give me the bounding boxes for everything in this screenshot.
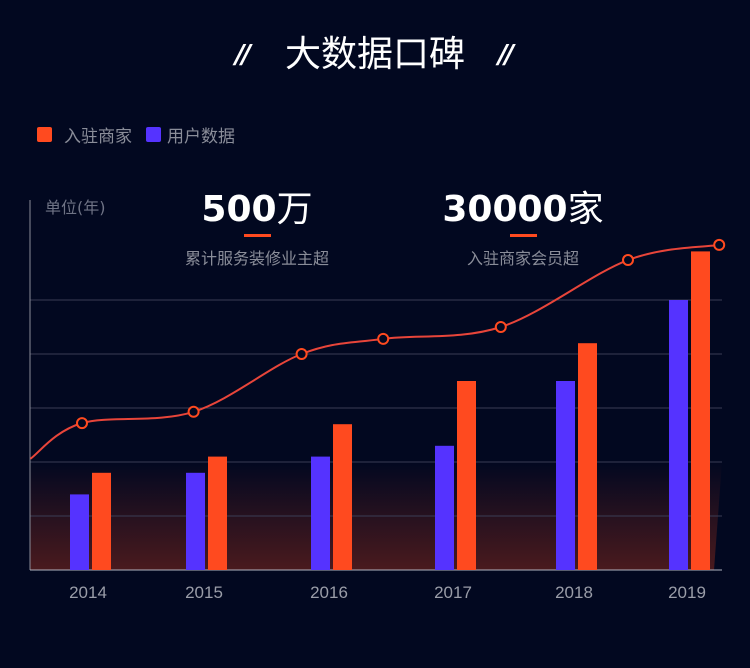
trend-point xyxy=(295,348,308,360)
stat-number: 30000 xyxy=(442,189,568,230)
page-title: 大数据口碑 xyxy=(284,34,465,75)
legend: 入驻商家 用户数据 xyxy=(37,122,249,147)
stat-number: 500 xyxy=(201,189,277,230)
bar-merchants-2015 xyxy=(208,456,227,570)
bar-users-2016 xyxy=(311,456,330,570)
x-tick-label: 2016 xyxy=(310,583,348,602)
x-tick-label: 2015 xyxy=(185,583,223,602)
bar-merchants-2016 xyxy=(333,424,352,570)
legend-item-users[interactable]: 用户数据 xyxy=(146,122,235,147)
stat-underline xyxy=(243,234,271,237)
y-axis-label: 单位(年) xyxy=(45,198,106,217)
quote-right-icon: // xyxy=(498,40,514,70)
stat-unit: 万 xyxy=(276,189,313,230)
legend-item-merchants[interactable]: 入驻商家 xyxy=(37,122,132,147)
trend-point xyxy=(76,417,88,430)
bar-users-2018 xyxy=(556,381,575,570)
stat-caption: 累计服务装修业主超 xyxy=(184,249,329,268)
trend-point xyxy=(187,405,200,418)
quote-left-icon: // xyxy=(235,40,251,70)
stat-underline xyxy=(509,234,537,237)
x-tick-label: 2019 xyxy=(668,583,706,602)
stat-merchants: 30000家 入驻商家会员超 xyxy=(393,188,653,269)
x-tick-label: 2018 xyxy=(555,583,593,602)
stat-caption: 入驻商家会员超 xyxy=(466,249,579,268)
bar-users-2019 xyxy=(669,300,688,570)
legend-label: 用户数据 xyxy=(167,127,235,147)
trend-point xyxy=(377,332,390,345)
bar-merchants-2017 xyxy=(457,381,476,570)
bar-merchants-2018 xyxy=(578,343,597,570)
legend-label: 入驻商家 xyxy=(64,127,132,147)
bar-users-2017 xyxy=(435,445,454,570)
trend-point xyxy=(494,321,507,333)
x-tick-label: 2017 xyxy=(434,583,472,602)
legend-swatch-users xyxy=(146,127,161,142)
bar-merchants-2014 xyxy=(92,472,111,570)
trend-line xyxy=(29,243,720,460)
x-tick-label: 2014 xyxy=(69,583,107,602)
stat-service: 500万 累计服务装修业主超 xyxy=(127,188,387,269)
legend-swatch-merchants xyxy=(37,127,52,142)
stat-unit: 家 xyxy=(567,189,604,230)
trend-point xyxy=(713,238,726,251)
bar-merchants-2019 xyxy=(691,251,710,570)
trend-point xyxy=(622,254,634,267)
bar-users-2015 xyxy=(186,472,205,570)
bar-users-2014 xyxy=(70,494,89,570)
